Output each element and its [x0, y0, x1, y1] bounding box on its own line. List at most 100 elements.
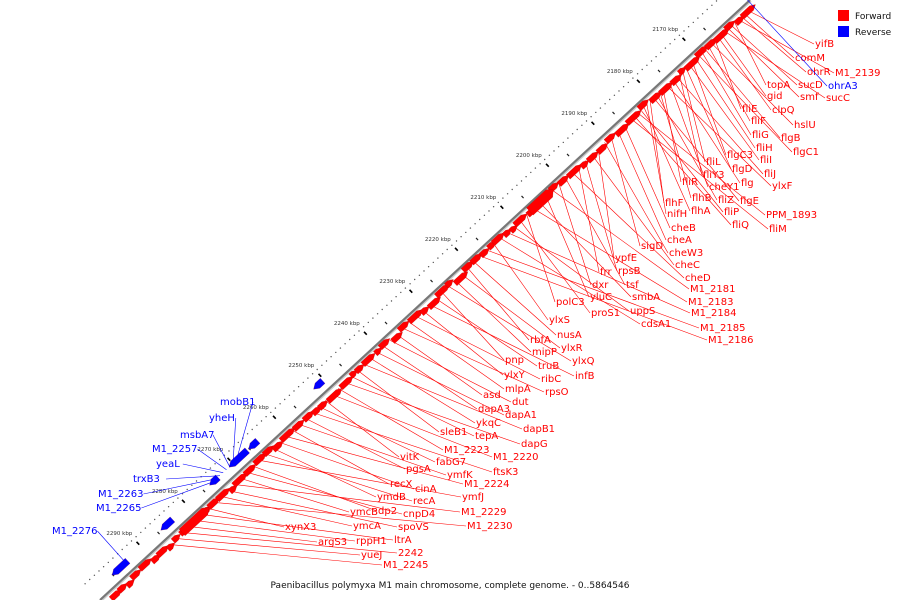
gene-label[interactable]: smf: [800, 92, 819, 103]
gene-label[interactable]: cinA: [415, 484, 437, 495]
gene-label[interactable]: M1_2224: [464, 479, 509, 490]
gene-label[interactable]: cheD: [685, 273, 711, 284]
gene-label[interactable]: spoVS: [398, 522, 429, 533]
gene-label[interactable]: truB: [538, 361, 559, 372]
gene-label[interactable]: flgB: [781, 133, 801, 144]
gene-label[interactable]: fliL: [706, 157, 721, 168]
gene-label[interactable]: cnpD4: [403, 509, 435, 520]
gene-label[interactable]: hslU: [794, 120, 816, 131]
gene-label[interactable]: dut: [512, 397, 529, 408]
gene-label[interactable]: flgE: [740, 196, 759, 207]
gene-label[interactable]: M1_2257: [152, 444, 197, 455]
gene-label[interactable]: ymcB: [350, 507, 378, 518]
gene-label[interactable]: rpsO: [545, 387, 569, 398]
gene-label[interactable]: msbA7: [180, 430, 215, 441]
gene-label[interactable]: cheA: [667, 235, 692, 246]
gene-label[interactable]: flgD: [732, 164, 753, 175]
gene-label[interactable]: ohrR: [807, 67, 831, 78]
gene-label[interactable]: dxr: [592, 280, 609, 291]
gene-label[interactable]: argS3: [318, 537, 347, 548]
gene-label[interactable]: ymfJ: [462, 492, 484, 503]
gene-label[interactable]: dapB1: [523, 424, 555, 435]
gene-label[interactable]: cheW3: [669, 248, 703, 259]
gene-label[interactable]: flhA: [691, 206, 711, 217]
gene-label[interactable]: flhF: [665, 198, 684, 209]
gene-label[interactable]: infB: [575, 371, 595, 382]
gene-label[interactable]: ribC: [541, 374, 561, 385]
gene-label[interactable]: 2242: [398, 548, 423, 559]
gene-label[interactable]: uppS: [630, 306, 655, 317]
gene-label[interactable]: M1_2181: [690, 284, 735, 295]
gene-label[interactable]: ymdB: [377, 492, 406, 503]
gene-label[interactable]: M1_2276: [52, 526, 97, 537]
gene-label[interactable]: M1_2229: [461, 507, 506, 518]
gene-label[interactable]: yluC: [590, 292, 612, 303]
gene-label[interactable]: flgC3: [727, 150, 753, 161]
gene-label[interactable]: dapA1: [505, 410, 537, 421]
gene-label[interactable]: cheB: [671, 223, 696, 234]
gene-label[interactable]: fliR: [682, 177, 698, 188]
gene-label[interactable]: fliG: [752, 130, 769, 141]
gene-label[interactable]: fliE: [742, 104, 757, 115]
gene-label[interactable]: mobB1: [220, 397, 255, 408]
gene-label[interactable]: yheH: [209, 413, 235, 424]
gene-label[interactable]: ltrA: [394, 535, 412, 546]
gene-label[interactable]: ykqC: [476, 418, 501, 429]
gene-label[interactable]: sigD: [641, 241, 663, 252]
gene-label[interactable]: smbA: [632, 292, 660, 303]
gene-label[interactable]: ymfK: [447, 470, 473, 481]
gene-label[interactable]: comM: [795, 53, 825, 64]
gene-label[interactable]: cheY1: [709, 182, 739, 193]
gene-label[interactable]: M1_2139: [835, 68, 880, 79]
gene-label[interactable]: topA: [767, 80, 790, 91]
gene-label[interactable]: nusA: [557, 330, 582, 341]
gene-label[interactable]: M1_2183: [688, 297, 733, 308]
gene-label[interactable]: ylxQ: [572, 356, 595, 367]
gene-label[interactable]: fabG7: [436, 457, 466, 468]
gene-label[interactable]: M1_2245: [383, 560, 428, 571]
gene-label[interactable]: M1_2223: [444, 445, 489, 456]
gene-label[interactable]: polC3: [556, 297, 585, 308]
gene-label[interactable]: M1_2263: [98, 489, 143, 500]
gene-label[interactable]: M1_2184: [691, 308, 736, 319]
gene-label[interactable]: mipP: [532, 347, 557, 358]
gene-label[interactable]: fliP: [724, 207, 739, 218]
gene-label[interactable]: flhB: [692, 193, 712, 204]
gene-label[interactable]: recA: [413, 496, 436, 507]
gene-label[interactable]: cheC: [675, 260, 700, 271]
gene-label[interactable]: fliQ: [732, 220, 749, 231]
gene-label[interactable]: nifH: [667, 209, 687, 220]
gene-label[interactable]: proS1: [591, 308, 620, 319]
gene-label[interactable]: gid: [767, 91, 782, 102]
gene-label[interactable]: fliI: [760, 155, 772, 166]
gene-label[interactable]: M1_2230: [467, 521, 512, 532]
gene-label[interactable]: dapG: [521, 439, 548, 450]
gene-label[interactable]: sleB1: [440, 427, 467, 438]
gene-label[interactable]: yifB: [815, 39, 834, 50]
gene-label[interactable]: ylxF: [772, 181, 793, 192]
gene-label[interactable]: tsf: [626, 280, 639, 291]
gene-label[interactable]: flgC1: [793, 147, 819, 158]
gene-label[interactable]: PPM_1893: [766, 210, 817, 221]
gene-label[interactable]: rpsB: [618, 266, 641, 277]
gene-label[interactable]: ypfE: [615, 253, 637, 264]
gene-label[interactable]: M1_2220: [493, 452, 538, 463]
gene-label[interactable]: fliY3: [703, 170, 725, 181]
gene-label[interactable]: cdsA1: [641, 319, 671, 330]
gene-label[interactable]: ylxR: [561, 343, 583, 354]
gene-label[interactable]: pnp: [505, 355, 524, 366]
gene-label[interactable]: tepA: [475, 431, 498, 442]
gene-label[interactable]: yueJ: [361, 550, 382, 561]
gene-label[interactable]: ftsK3: [493, 467, 518, 478]
gene-label[interactable]: M1_2186: [708, 335, 753, 346]
gene-label[interactable]: ymcA: [353, 521, 381, 532]
gene-label[interactable]: mlpA: [505, 384, 531, 395]
gene-label[interactable]: dp2: [378, 506, 397, 517]
gene-label[interactable]: pgsA: [406, 464, 431, 475]
gene-label[interactable]: frr: [600, 267, 612, 278]
gene-label[interactable]: fliF: [751, 116, 766, 127]
gene-label[interactable]: M1_2185: [700, 323, 745, 334]
gene-label[interactable]: fliZ: [718, 195, 734, 206]
gene-label[interactable]: asd: [483, 390, 501, 401]
gene-label[interactable]: sucD: [798, 80, 823, 91]
